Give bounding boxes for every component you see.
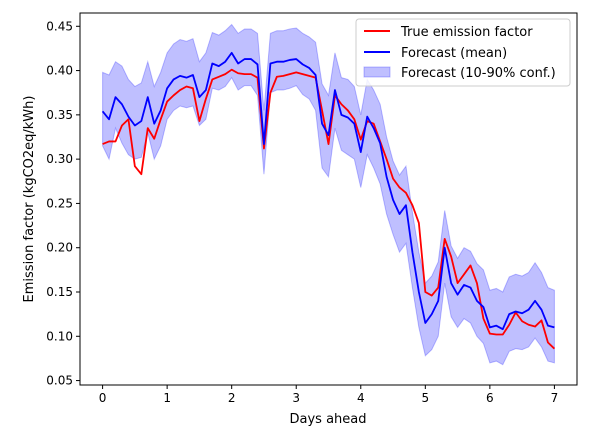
legend-label-band: Forecast (10-90% conf.): [401, 66, 556, 81]
x-axis-label: Days ahead: [290, 412, 367, 427]
plot-area: [101, 23, 556, 366]
y-tick-label: 0.35: [46, 108, 73, 122]
x-tick-label: 6: [486, 391, 494, 405]
series-line-forecast-mean: [101, 51, 555, 331]
x-tick-label: 5: [421, 391, 429, 405]
x-tick-label: 1: [163, 391, 171, 405]
legend-swatch-band: [363, 66, 391, 78]
legend-box: [355, 18, 571, 87]
legend-label-mean: Forecast (mean): [401, 46, 507, 61]
x-tick-label: 2: [228, 391, 236, 405]
y-tick-label: 0.40: [46, 64, 73, 78]
y-axis-ticks: 0.05 0.10 0.15 0.20 0.25 0.30 0.35 0.40 0.45: [46, 19, 80, 388]
x-axis-ticks: 0 1 2 3 4 5 6 7: [99, 385, 558, 405]
y-tick-label: 0.15: [46, 285, 73, 299]
y-axis-label: Emission factor (kgCO2eq/kWh): [22, 96, 37, 303]
y-tick-label: 0.05: [46, 374, 73, 388]
x-tick-label: 4: [357, 391, 365, 405]
y-tick-label: 0.45: [46, 19, 73, 33]
x-tick-label: 0: [99, 391, 107, 405]
y-tick-label: 0.10: [46, 329, 73, 343]
legend: True emission factor Forecast (mean) For…: [355, 18, 571, 87]
y-tick-label: 0.25: [46, 196, 73, 210]
x-tick-label: 3: [292, 391, 300, 405]
legend-label-true: True emission factor: [400, 25, 533, 40]
y-tick-label: 0.30: [46, 152, 73, 166]
axes-frame: [79, 12, 578, 386]
x-tick-label: 7: [551, 391, 559, 405]
series-line-true-emission: [102, 68, 556, 350]
y-tick-label: 0.20: [46, 241, 73, 255]
